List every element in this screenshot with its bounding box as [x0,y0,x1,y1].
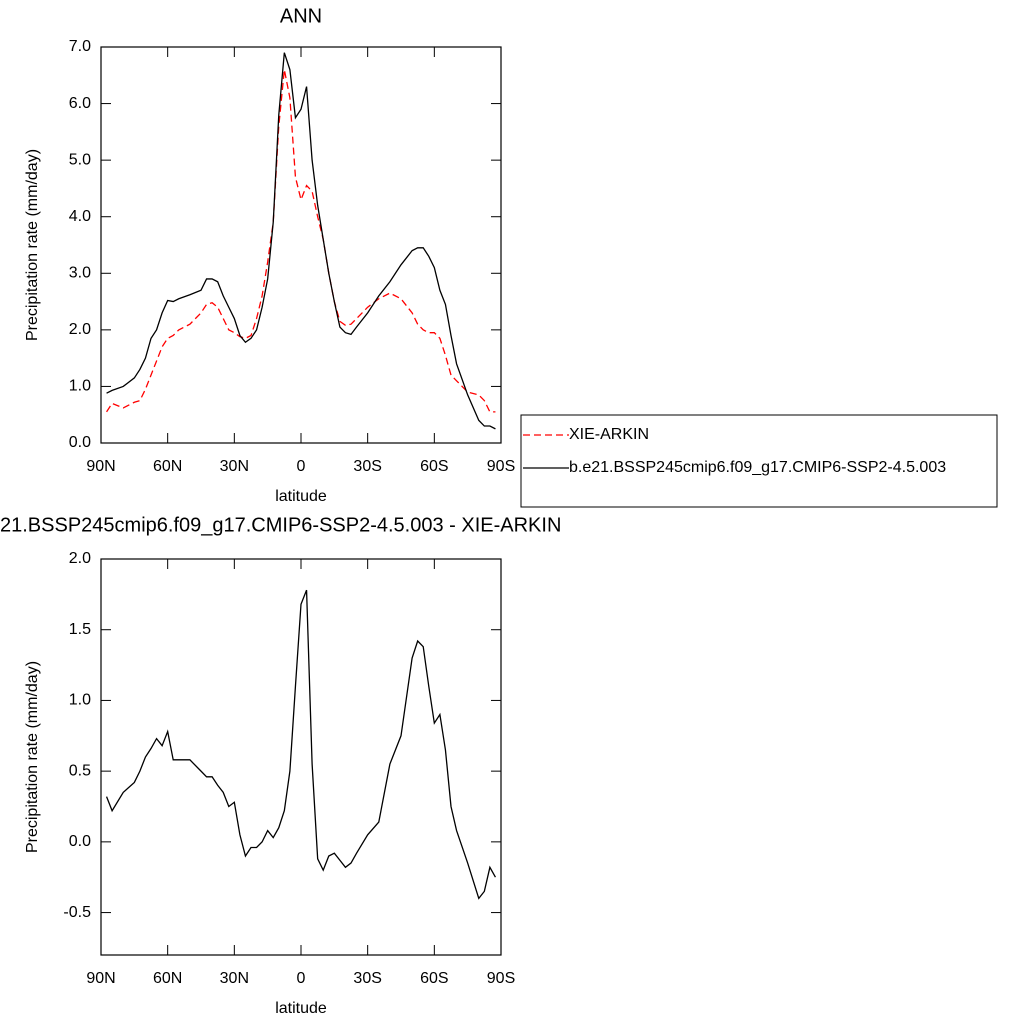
chart-title: 21.BSSP245cmip6.f09_g17.CMIP6-SSP2-4.5.0… [0,514,561,536]
x-tick-label: 30N [220,458,249,475]
series-line [105,589,497,900]
x-tick-label: 0 [297,458,306,475]
x-tick-label: 30N [220,970,249,987]
y-tick-label: 6.0 [69,95,91,112]
y-tick-label: 1.0 [69,378,91,395]
y-tick-label: 0.5 [69,762,91,779]
y-tick-label: 0.0 [69,434,91,451]
x-tick-label: 0 [297,970,306,987]
x-tick-label: 60S [420,458,448,475]
y-axis-label: Precipitation rate (mm/day) [24,149,41,341]
y-tick-label: 3.0 [69,265,91,282]
x-tick-label: 90N [86,458,115,475]
y-axis-label: Precipitation rate (mm/day) [24,661,41,853]
x-tick-label: 60S [420,970,448,987]
y-tick-label: 1.0 [69,692,91,709]
plot-frame [100,46,502,444]
legend-frame [520,414,998,508]
series-line [106,69,496,413]
y-tick-label: 1.5 [69,621,91,638]
x-tick-label: 90S [487,458,515,475]
y-tick-label: 0.0 [69,833,91,850]
x-axis-label: latitude [275,488,327,505]
legend-label: b.e21.BSSP245cmip6.f09_g17.CMIP6-SSP2-4.… [569,459,946,476]
x-tick-label: 90N [86,970,115,987]
x-tick-label: 60N [153,970,182,987]
x-tick-label: 60N [153,458,182,475]
x-tick-label: 30S [353,458,381,475]
chart-title: ANN [280,5,322,27]
y-tick-label: -0.5 [63,904,91,921]
legend-label: XIE-ARKIN [569,426,649,443]
y-tick-label: 7.0 [69,38,91,55]
series-line [106,52,496,430]
y-tick-label: 2.0 [69,550,91,567]
y-tick-label: 4.0 [69,208,91,225]
y-tick-label: 2.0 [69,321,91,338]
x-tick-label: 90S [487,970,515,987]
y-tick-label: 5.0 [69,151,91,168]
plot-frame [100,558,502,956]
x-tick-label: 30S [353,970,381,987]
x-axis-label: latitude [275,1000,327,1017]
